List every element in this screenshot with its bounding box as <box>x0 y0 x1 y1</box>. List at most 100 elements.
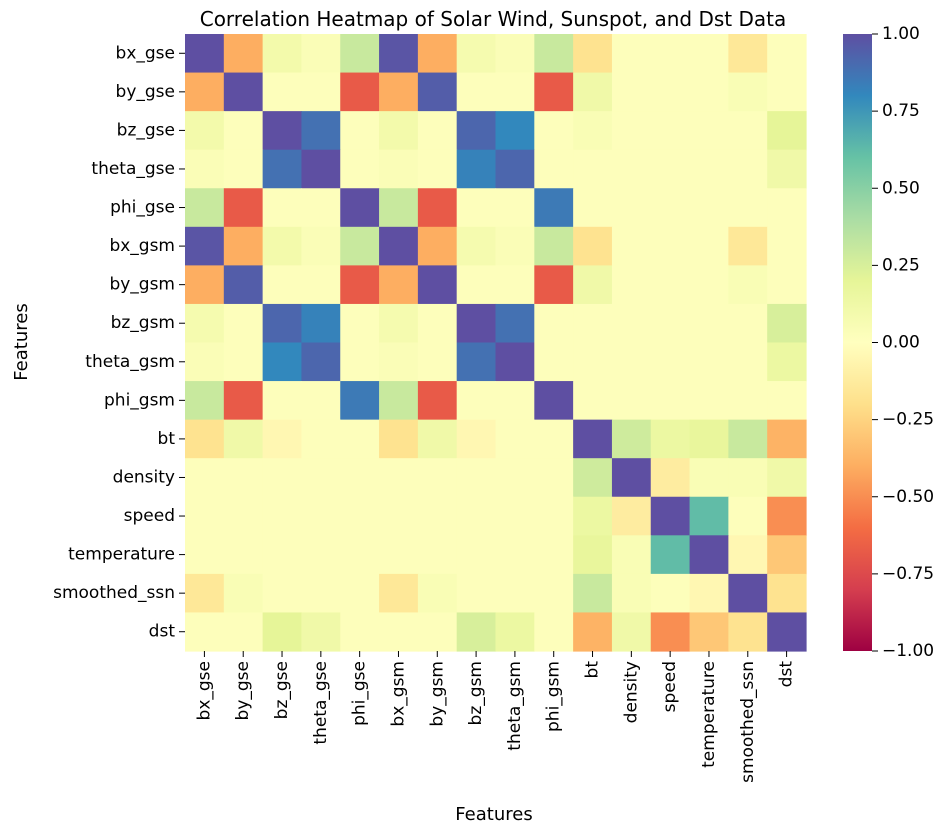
y-tick-label-phi_gsm: phi_gsm <box>104 390 175 410</box>
heatmap-cell-theta_gsm-bz_gsm <box>456 342 497 382</box>
heatmap-cell-smoothed_ssn-bz_gsm <box>456 573 497 614</box>
heatmap-cell-bt-density <box>611 419 652 459</box>
heatmap-cell-phi_gse-by_gse <box>223 188 264 228</box>
heatmap-cell-bz_gse-theta_gse <box>301 111 341 151</box>
heatmap-cell-dst-theta_gse <box>301 612 341 652</box>
heatmap-cell-dst-phi_gse <box>340 612 380 652</box>
colorbar <box>843 34 872 651</box>
heatmap-cell-temperature-theta_gse <box>301 535 341 575</box>
heatmap-cell-theta_gsm-dst <box>767 342 807 382</box>
heatmap-cell-bt-by_gse <box>223 419 264 459</box>
heatmap-cell-bx_gsm-bx_gsm <box>379 226 419 266</box>
heatmap-cell-bz_gsm-temperature <box>689 303 729 344</box>
heatmap-cell-bz_gse-bt <box>573 111 613 151</box>
heatmap-cell-phi_gsm-by_gse <box>223 381 264 421</box>
heatmap-cell-by_gsm-temperature <box>689 265 729 305</box>
heatmap-cell-theta_gsm-bz_gse <box>262 342 303 382</box>
heatmap-cell-by_gse-theta_gse <box>301 72 341 112</box>
heatmap-cell-bx_gse-phi_gse <box>340 34 380 74</box>
heatmap-cell-theta_gse-theta_gse <box>301 149 341 189</box>
heatmap-cell-phi_gse-bx_gse <box>185 188 225 228</box>
heatmap-cell-theta_gse-bz_gse <box>262 149 303 189</box>
heatmap-cell-bz_gsm-bt <box>573 303 613 344</box>
heatmap-cell-phi_gse-density <box>611 188 652 228</box>
heatmap-cell-dst-bz_gsm <box>456 612 497 652</box>
heatmap-cell-smoothed_ssn-phi_gse <box>340 573 380 614</box>
heatmap-cell-smoothed_ssn-bt <box>573 573 613 614</box>
heatmap-cell-by_gse-smoothed_ssn <box>728 72 768 112</box>
heatmap-cell-theta_gsm-temperature <box>689 342 729 382</box>
heatmap-cell-density-phi_gsm <box>534 458 574 498</box>
heatmap-cell-theta_gse-density <box>611 149 652 189</box>
heatmap-cell-temperature-by_gsm <box>417 535 458 575</box>
x-tick-label-theta_gse: theta_gse <box>311 661 331 745</box>
heatmap-cell-phi_gsm-bx_gsm <box>379 381 419 421</box>
heatmap-cell-speed-density <box>611 496 652 536</box>
heatmap-cell-bz_gse-bz_gse <box>262 111 303 151</box>
heatmap-cell-temperature-speed <box>650 535 691 575</box>
heatmap-cell-bz_gse-theta_gsm <box>495 111 535 151</box>
heatmap-cell-speed-bt <box>573 496 613 536</box>
heatmap-cell-by_gse-by_gse <box>223 72 264 112</box>
heatmap-cell-temperature-bx_gse <box>185 535 225 575</box>
heatmap-cell-by_gsm-smoothed_ssn <box>728 265 768 305</box>
x-tick-label-phi_gsm: phi_gsm <box>544 661 564 732</box>
heatmap-cell-phi_gse-bz_gse <box>262 188 303 228</box>
heatmap-cell-dst-bt <box>573 612 613 652</box>
x-tick-label-smoothed_ssn: smoothed_ssn <box>738 661 758 783</box>
x-tick-label-phi_gse: phi_gse <box>350 661 370 726</box>
heatmap-cell-theta_gse-bz_gsm <box>456 149 497 189</box>
heatmap-cell-theta_gse-speed <box>650 149 691 189</box>
x-tick-labels: bx_gse by_gse bz_gse theta_gse phi_gse bx_gsm… <box>194 651 797 783</box>
y-tick-label-smoothed_ssn: smoothed_ssn <box>53 583 175 603</box>
heatmap-cell-temperature-bx_gsm <box>379 535 419 575</box>
heatmap-cell-bz_gsm-speed <box>650 303 691 344</box>
heatmap-cell-bz_gse-bx_gsm <box>379 111 419 151</box>
y-tick-label-density: density <box>113 467 175 487</box>
heatmap-cell-bt-bx_gse <box>185 419 225 459</box>
y-tick-label-speed: speed <box>124 506 175 526</box>
heatmap-cell-dst-phi_gsm <box>534 612 574 652</box>
heatmap-cell-speed-temperature <box>689 496 729 536</box>
heatmap-cell-dst-density <box>611 612 652 652</box>
y-axis-label: Features <box>11 303 32 380</box>
heatmap-cell-by_gse-temperature <box>689 72 729 112</box>
heatmap-cell-bx_gsm-bz_gse <box>262 226 303 266</box>
heatmap-cell-bt-temperature <box>689 419 729 459</box>
heatmap-cell-speed-smoothed_ssn <box>728 496 768 536</box>
x-tick-label-bx_gsm: bx_gsm <box>388 661 408 727</box>
heatmap-cell-bx_gsm-dst <box>767 226 807 266</box>
heatmap-cell-bx_gsm-bz_gsm <box>456 226 497 266</box>
heatmap-cell-smoothed_ssn-dst <box>767 573 807 614</box>
heatmap-cell-dst-temperature <box>689 612 729 652</box>
heatmap-cell-bx_gse-theta_gse <box>301 34 341 74</box>
colorbar-tick-label: 0.00 <box>882 333 920 353</box>
heatmap-cell-bx_gsm-theta_gsm <box>495 226 535 266</box>
colorbar-tick-label: 0.75 <box>882 101 920 121</box>
heatmap-cell-temperature-by_gse <box>223 535 264 575</box>
heatmap-cell-by_gse-theta_gsm <box>495 72 535 112</box>
heatmap-cell-bz_gsm-by_gse <box>223 303 264 344</box>
heatmap-cell-bx_gsm-bt <box>573 226 613 266</box>
heatmap-cell-phi_gse-bt <box>573 188 613 228</box>
heatmap-cell-speed-theta_gsm <box>495 496 535 536</box>
heatmap-cell-phi_gse-theta_gse <box>301 188 341 228</box>
heatmap-cell-by_gse-density <box>611 72 652 112</box>
heatmap-cell-theta_gsm-by_gsm <box>417 342 458 382</box>
heatmap-cell-smoothed_ssn-bx_gse <box>185 573 225 614</box>
x-tick-label-bz_gse: bz_gse <box>272 661 292 719</box>
heatmap-cell-bz_gsm-bx_gse <box>185 303 225 344</box>
heatmap-cell-theta_gsm-theta_gse <box>301 342 341 382</box>
heatmap-cell-phi_gsm-dst <box>767 381 807 421</box>
heatmap-cell-bx_gse-temperature <box>689 34 729 74</box>
x-axis-label: Features <box>455 804 532 825</box>
heatmap-cell-phi_gsm-bt <box>573 381 613 421</box>
heatmap-cell-bt-bt <box>573 419 613 459</box>
heatmap-cell-bx_gsm-theta_gse <box>301 226 341 266</box>
heatmap-cell-speed-by_gse <box>223 496 264 536</box>
heatmap-cell-density-density <box>611 458 652 498</box>
heatmap-cell-bz_gse-dst <box>767 111 807 151</box>
heatmap-cell-theta_gse-temperature <box>689 149 729 189</box>
y-tick-label-bx_gse: bx_gse <box>116 43 175 63</box>
